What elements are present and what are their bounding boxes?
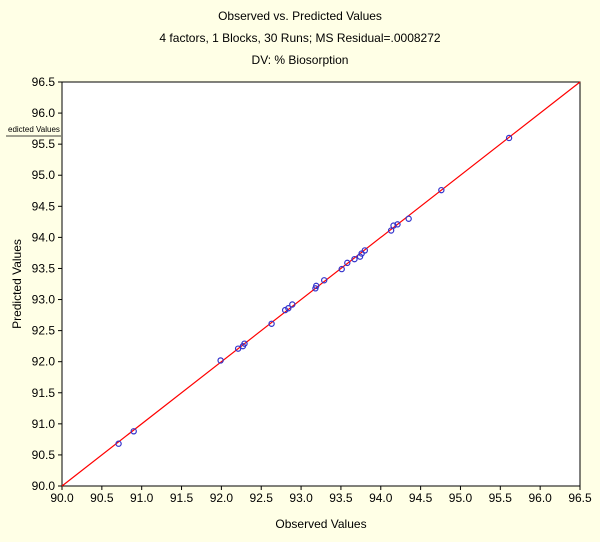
data-point: [241, 340, 248, 347]
x-tick-label: 96.5: [568, 491, 592, 505]
reference-line: [61, 81, 581, 487]
y-tick-label: 96.5: [32, 75, 56, 89]
y-tick-label: 94.0: [32, 230, 56, 244]
x-tick-label: 95.5: [489, 491, 513, 505]
y-axis-title: Predicted Values: [10, 239, 24, 329]
data-point: [234, 345, 242, 352]
y-tick-label: 92.5: [32, 324, 56, 338]
data-point: [281, 306, 289, 314]
y-tick-label: 92.0: [32, 355, 56, 369]
data-point: [390, 222, 397, 229]
data-point: [285, 305, 292, 312]
legend-label: edicted Values: [8, 125, 60, 134]
x-tick-label: 90.5: [90, 491, 114, 505]
data-point: [313, 282, 320, 290]
x-tick-label: 94.5: [409, 491, 433, 505]
y-tick-label: 90.5: [32, 448, 56, 462]
x-tick-label: 96.0: [528, 491, 552, 505]
axis-ticks: 90.0 90.5 91.0 91.5 92.0 92.5 93.0 93.5 94.0 94.5…: [32, 75, 592, 505]
x-tick-label: 93.0: [289, 491, 313, 505]
data-point: [320, 277, 328, 284]
data-point: [405, 215, 412, 222]
y-tick-label: 91.0: [32, 417, 56, 431]
x-tick-label: 92.0: [210, 491, 234, 505]
x-tick-label: 90.0: [50, 491, 74, 505]
data-point: [130, 428, 137, 435]
data-point: [268, 320, 275, 327]
data-point: [387, 227, 395, 234]
data-point: [361, 247, 369, 254]
chart-title: Observed vs. Predicted Values: [218, 9, 382, 23]
legend: edicted Values: [6, 125, 61, 137]
data-point: [338, 265, 345, 273]
y-tick-label: 93.0: [32, 293, 56, 307]
data-point: [289, 301, 296, 308]
x-tick-label: 94.0: [369, 491, 393, 505]
data-point: [115, 440, 122, 447]
y-tick-label: 91.5: [32, 386, 56, 400]
y-tick-label: 96.0: [32, 106, 56, 120]
x-tick-label: 91.0: [130, 491, 154, 505]
y-tick-label: 94.5: [32, 199, 56, 213]
data-point: [356, 253, 364, 260]
y-tick-label: 90.0: [32, 479, 56, 493]
data-point: [505, 134, 513, 142]
data-point: [351, 255, 358, 263]
data-point: [344, 259, 351, 267]
x-axis-title: Observed Values: [275, 517, 366, 531]
chart-subtitle: 4 factors, 1 Blocks, 30 Runs; MS Residua…: [159, 31, 441, 45]
chart-subtitle-dv: DV: % Biosorption: [251, 53, 349, 67]
data-point: [394, 221, 401, 228]
x-tick-label: 93.5: [329, 491, 353, 505]
y-tick-label: 95.5: [32, 137, 56, 151]
data-point: [217, 357, 224, 364]
x-tick-label: 92.5: [250, 491, 274, 505]
x-tick-label: 95.0: [449, 491, 473, 505]
data-point: [438, 186, 445, 194]
x-tick-label: 91.5: [170, 491, 194, 505]
y-tick-label: 93.5: [32, 261, 56, 275]
data-points: [115, 134, 513, 447]
y-tick-label: 95.0: [32, 168, 56, 182]
